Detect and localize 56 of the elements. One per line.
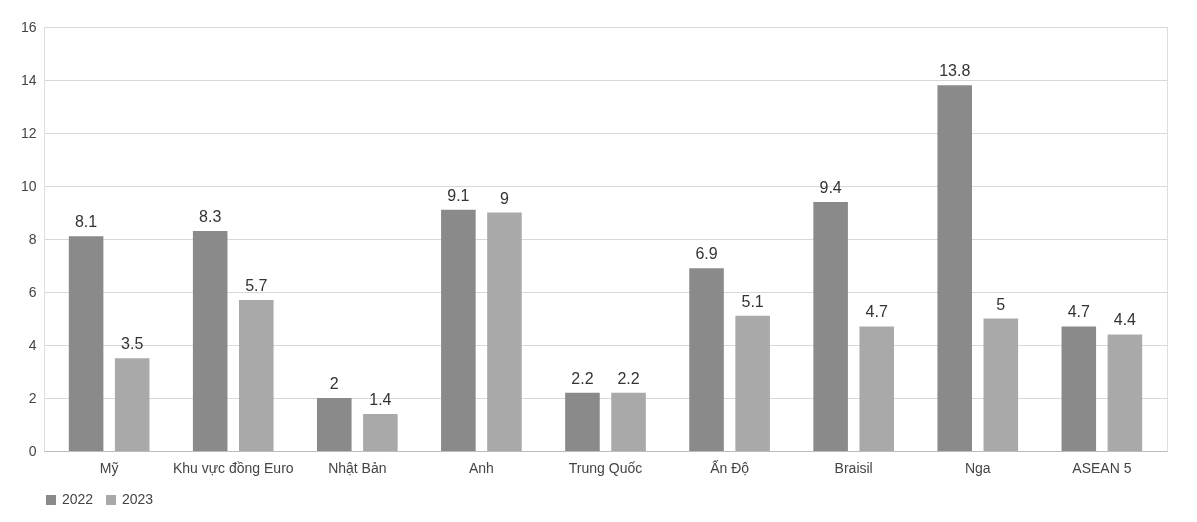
y-tick-label: 8 [28,230,37,247]
bar [1061,326,1097,451]
bar [611,392,646,451]
x-tick-label: Khu vực đồng Euro [172,459,294,476]
bar [68,236,104,451]
bar [114,358,150,451]
bar [735,315,770,451]
data-label: 5.1 [741,292,764,310]
bar [441,209,476,451]
data-label: 9.4 [819,178,842,196]
bar [316,398,352,451]
x-tick-label: Anh [468,459,494,476]
x-tick-label: ASEAN 5 [1072,459,1132,476]
data-label: 2.2 [617,369,640,387]
y-tick-label: 2 [28,389,37,406]
data-label: 4.7 [865,303,888,321]
x-tick-label: Trung Quốc [568,459,643,476]
bar [192,231,228,451]
data-label: 8.1 [74,213,98,231]
y-tick-label: 6 [28,283,37,300]
data-label: 4.4 [1113,311,1137,329]
x-tick-label: Nga [964,459,991,476]
bar [1107,334,1143,451]
data-label: 1.4 [369,390,392,408]
bar [689,268,724,451]
y-tick-label: 12 [20,124,37,141]
data-label: 3.5 [121,335,144,353]
data-label: 8.3 [199,208,222,226]
data-label: 9 [500,189,509,207]
bar [239,299,274,451]
y-tick-label: 16 [20,18,37,35]
bar [565,392,600,451]
bar [983,318,1019,451]
data-label: 2 [329,375,339,392]
data-label: 5 [996,295,1006,313]
y-tick-label: 4 [28,336,37,353]
bar [363,413,398,451]
x-tick-label: Mỹ [99,459,119,476]
bar [859,326,895,451]
data-label: 5.7 [245,276,268,294]
bar [813,201,848,451]
x-tick-label: Braisil [834,459,873,476]
data-label: 6.9 [695,245,718,263]
data-label: 2.2 [571,369,594,387]
y-tick-label: 0 [28,442,37,459]
y-tick-label: 14 [20,71,37,88]
legend-label: 2023 [122,491,154,507]
data-label: 4.7 [1067,303,1091,321]
legend-label: 2022 [62,491,94,507]
y-tick-label: 10 [20,177,37,194]
data-label: 13.8 [939,62,971,80]
x-tick-label: Nhật Bản [328,459,387,476]
bar [487,212,522,451]
data-label: 9.1 [447,186,470,204]
x-tick-label: Ấn Độ [710,459,750,476]
bar [937,85,972,451]
